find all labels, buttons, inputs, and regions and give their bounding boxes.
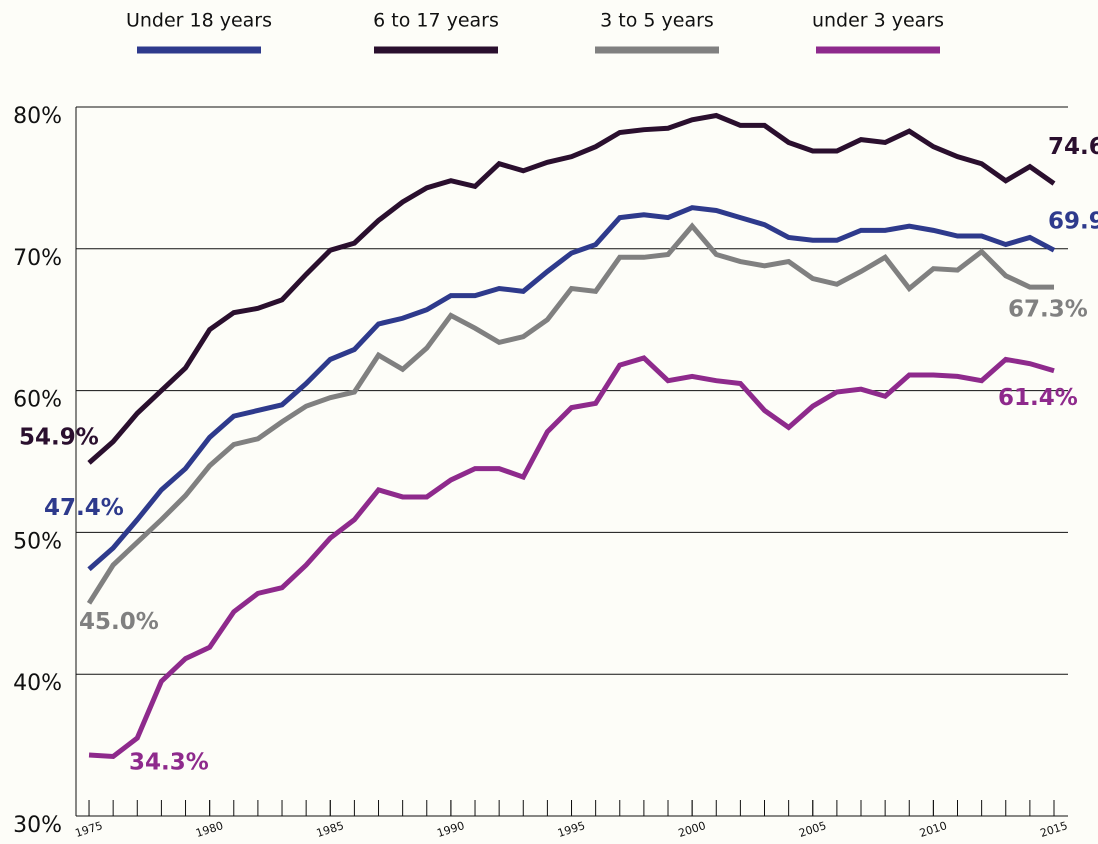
value-label: 34.3%	[129, 750, 209, 776]
value-label: 69.9%	[1048, 209, 1098, 235]
y-tick-label: 80%	[13, 104, 62, 129]
x-tick-label: 2015	[1039, 819, 1070, 840]
value-label: 67.3%	[1008, 297, 1088, 323]
value-label: 47.4%	[44, 495, 124, 521]
series-line	[87, 205, 1056, 572]
series-line	[86, 222, 1055, 605]
y-tick-label: 60%	[13, 388, 62, 413]
x-tick-label: 1990	[435, 819, 466, 840]
legend-label: 3 to 5 years	[600, 10, 714, 32]
x-tick-label: 1995	[556, 819, 587, 840]
y-tick-label: 50%	[13, 529, 62, 554]
series-line	[88, 355, 1055, 759]
y-tick-label: 70%	[13, 246, 62, 271]
x-tick-label: 2010	[918, 819, 949, 840]
series-line	[87, 112, 1056, 465]
x-tick-label: 2000	[677, 819, 708, 840]
y-tick-label: 30%	[13, 813, 62, 838]
value-label: 61.4%	[998, 385, 1078, 411]
value-label: 54.9%	[19, 424, 99, 450]
x-tick-label: 1980	[194, 819, 225, 840]
x-tick-label: 1985	[315, 819, 346, 840]
legend-label: Under 18 years	[126, 10, 272, 32]
value-label: 74.6%	[1048, 134, 1098, 160]
y-tick-label: 40%	[13, 671, 62, 696]
x-tick-label: 1975	[74, 819, 105, 840]
x-tick-label: 2005	[797, 819, 828, 840]
legend-label: under 3 years	[812, 10, 944, 32]
legend-label: 6 to 17 years	[373, 10, 499, 32]
value-label: 45.0%	[79, 609, 159, 635]
